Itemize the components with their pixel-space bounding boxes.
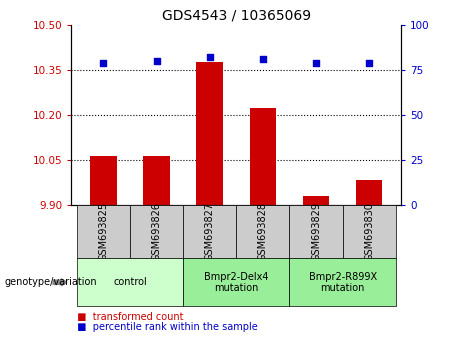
Text: GSM693826: GSM693826: [152, 202, 161, 261]
Text: GSM693829: GSM693829: [311, 202, 321, 261]
Point: [259, 56, 266, 62]
Point: [100, 60, 107, 65]
Bar: [77, 205, 130, 258]
Text: genotype/variation: genotype/variation: [5, 277, 97, 287]
Bar: [249, 108, 276, 205]
Text: control: control: [113, 277, 147, 287]
Bar: [77, 258, 183, 306]
Text: GSM693830: GSM693830: [364, 202, 374, 261]
Bar: [236, 205, 290, 258]
Bar: [183, 205, 236, 258]
Bar: [303, 196, 329, 205]
Text: GSM693828: GSM693828: [258, 202, 268, 261]
Bar: [290, 258, 396, 306]
Point: [153, 58, 160, 64]
Bar: [90, 156, 117, 205]
Bar: [290, 205, 343, 258]
Point: [312, 60, 319, 65]
Point: [366, 60, 373, 65]
Bar: [356, 180, 383, 205]
Text: GSM693825: GSM693825: [98, 202, 108, 262]
Text: Bmpr2-R899X
mutation: Bmpr2-R899X mutation: [308, 272, 377, 293]
Bar: [143, 156, 170, 205]
Point: [206, 55, 213, 60]
Bar: [183, 258, 290, 306]
Bar: [130, 205, 183, 258]
Text: ■  transformed count: ■ transformed count: [71, 312, 184, 322]
Bar: [196, 62, 223, 205]
Text: GSM693827: GSM693827: [205, 202, 215, 262]
Text: Bmpr2-Delx4
mutation: Bmpr2-Delx4 mutation: [204, 272, 268, 293]
Text: ■  percentile rank within the sample: ■ percentile rank within the sample: [71, 322, 258, 332]
Bar: [343, 205, 396, 258]
Title: GDS4543 / 10365069: GDS4543 / 10365069: [162, 8, 311, 22]
